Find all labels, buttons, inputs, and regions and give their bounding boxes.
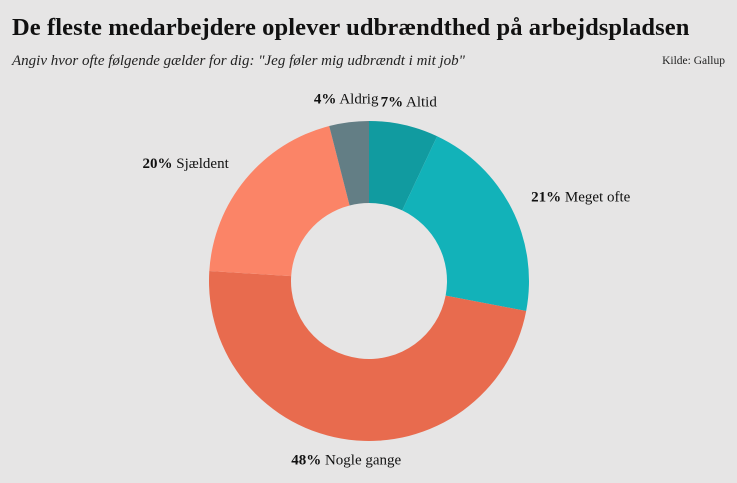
chart-subtitle: Angiv hvor ofte følgende gælder for dig:… (12, 53, 465, 69)
donut-slice-sjældent (209, 126, 350, 277)
donut-slice-meget-ofte (402, 136, 529, 311)
chart-title: De fleste medarbejdere oplever udbrændth… (12, 14, 690, 41)
slice-label-aldrig: 4% Aldrig (314, 92, 379, 108)
slice-label-sjældent: 20% Sjældent (143, 156, 230, 172)
donut-slice-nogle-gange (209, 270, 527, 442)
slice-label-meget-ofte: 21% Meget ofte (531, 190, 630, 206)
donut-slice-aldrig (329, 121, 369, 206)
source-note: Kilde: Gallup (662, 55, 725, 67)
slice-label-altid: 7% Altid (381, 95, 438, 111)
donut-slice-altid (369, 121, 438, 211)
slice-label-nogle-gange: 48% Nogle gange (291, 453, 401, 469)
